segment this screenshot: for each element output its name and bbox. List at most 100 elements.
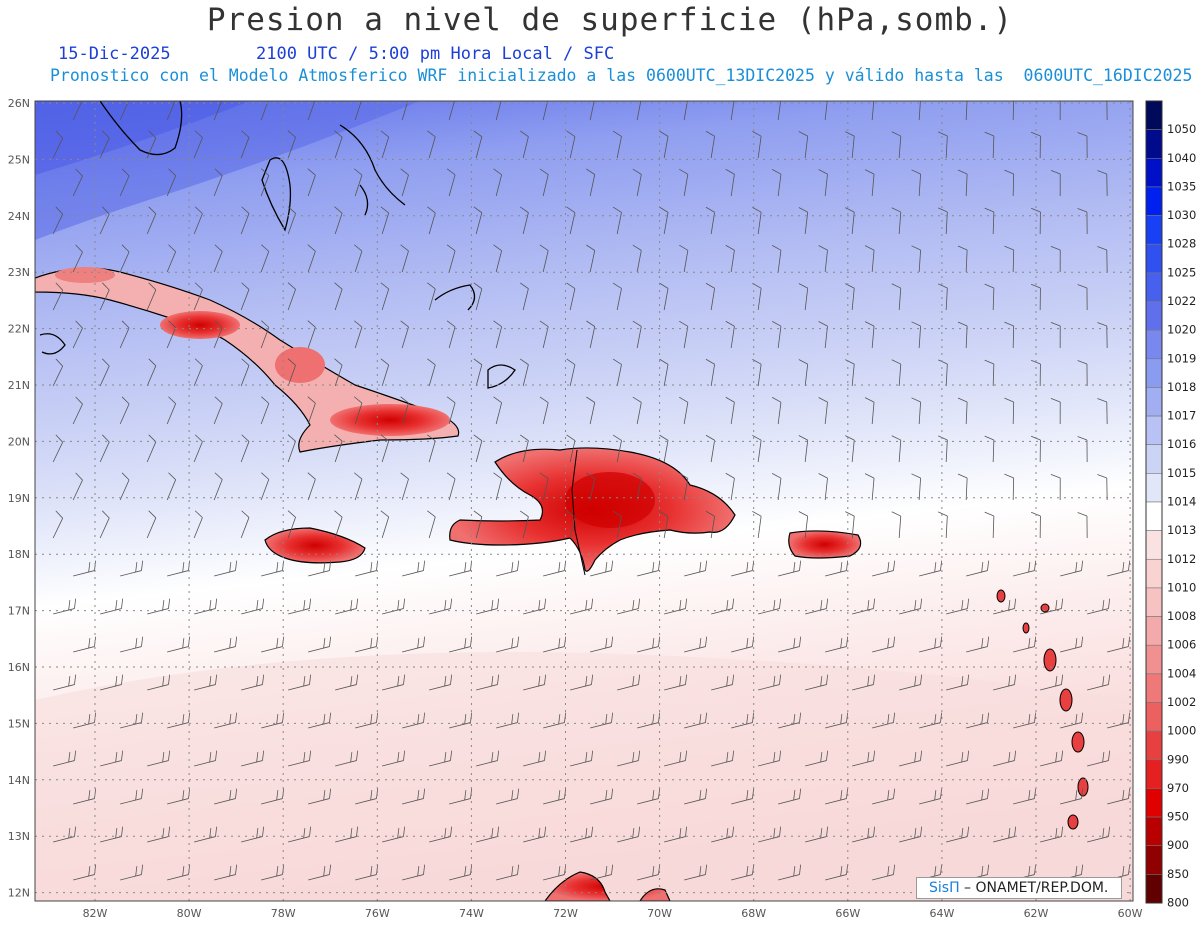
cuba-landmass [35,267,460,453]
colorbar-label: 950 [1167,810,1189,824]
lat-label: 23N [8,266,30,279]
lon-label: 72W [553,907,578,920]
colorbar-swatch [1145,157,1163,188]
lon-label: 74W [459,907,484,920]
colorbar-label: 800 [1167,896,1189,910]
colorbar-label: 990 [1167,752,1189,766]
lat-label: 12N [8,887,30,900]
colorbar-label: 1035 [1167,179,1196,193]
lat-label: 17N [8,605,30,618]
lon-label: 64W [929,907,954,920]
colorbar-swatch [1145,387,1163,417]
colorbar-swatch [1145,473,1163,503]
colorbar-label: 1018 [1167,380,1196,394]
lat-label: 16N [8,661,30,674]
colorbar-swatch [1145,215,1163,245]
lat-label: 25N [8,153,30,166]
colorbar-swatch [1145,730,1163,761]
colorbar-swatch [1145,301,1163,331]
colorbar-label: 1015 [1167,466,1196,480]
colorbar-swatch [1145,616,1163,646]
colorbar-label: 1020 [1167,323,1196,337]
forecast-time: 2100 UTC / 5:00 pm Hora Local / SFC [256,44,615,64]
map-field [35,101,1133,901]
longitude-axis: 82W 80W 78W 76W 74W 72W 70W 68W 66W 64W 62W 60W [83,907,1143,920]
colorbar-swatch [1145,243,1163,274]
colorbar-label: 1013 [1167,523,1196,537]
colorbar-swatch [1145,673,1163,703]
colorbar-label: 1006 [1167,638,1196,652]
lon-label: 62W [1024,907,1049,920]
lon-label: 78W [271,907,296,920]
colorbar-label: 1004 [1167,666,1196,680]
colorbar-label: 1016 [1167,437,1196,451]
latitude-axis: 26N 25N 24N 23N 22N 21N 20N 19N 18N 17N 16N 15N 14N 1… [8,97,30,900]
colorbar-swatch [1145,558,1163,589]
south-coast [544,871,671,901]
colorbar-swatch [1145,501,1163,531]
colorbar-swatch [1145,186,1163,216]
colorbar-label: 1012 [1167,552,1196,566]
colorbar-swatch [1145,129,1163,159]
lat-label: 18N [8,548,30,561]
colorbar-label: 900 [1167,838,1189,852]
credit-box: SisΠ – ONAMET/REP.DOM. [916,877,1122,899]
wind-barbs [52,101,1131,881]
map-frame [34,100,1134,902]
colorbar-swatch [1145,759,1163,789]
colorbar-swatch [1145,358,1163,388]
colorbar-swatch [1145,874,1163,904]
colorbar-swatch [1145,788,1163,818]
colorbar-label: 850 [1167,867,1189,881]
colorbar-swatch [1145,587,1163,617]
lat-label: 14N [8,774,30,787]
lat-label: 15N [8,717,30,730]
forecast-date: 15-Dic-2025 [58,44,171,64]
map-title: Presion a nivel de superficie (hPa,somb.… [206,2,1014,38]
colorbar-label: 1050 [1167,122,1196,136]
sispi-logo-text: SisΠ [929,880,960,896]
colorbar-label: 970 [1167,781,1189,795]
lon-label: 66W [835,907,860,920]
colorbar-label: 1030 [1167,208,1196,222]
lat-label: 20N [8,435,30,448]
colorbar-label: 1040 [1167,151,1196,165]
puerto-rico-landmass [788,530,862,559]
colorbar-swatch [1145,702,1163,732]
colorbar-swatch [1145,845,1163,875]
lon-label: 82W [83,907,108,920]
colorbar-label: 1008 [1167,609,1196,623]
colorbar: 1050 1040 1035 1030 1028 1025 1022 1020 1019 1018… [1145,100,1196,910]
lesser-antilles [996,589,1089,830]
colorbar-label: 1014 [1167,495,1196,509]
colorbar-swatch [1145,816,1163,847]
jamaica-landmass [264,527,366,564]
lat-label: 24N [8,210,30,223]
colorbar-label: 1025 [1167,265,1196,279]
lon-label: 80W [177,907,202,920]
colorbar-label: 1017 [1167,409,1196,423]
colorbar-swatch [1145,644,1163,675]
lon-label: 76W [365,907,390,920]
lat-lon-grid [35,101,1133,901]
forecast-note: Pronostico con el Modelo Atmosferico WRF… [50,66,1193,85]
lat-label: 26N [8,97,30,110]
colorbar-swatch [1145,415,1163,446]
lon-label: 60W [1118,907,1143,920]
colorbar-swatch [1145,530,1163,560]
lon-label: 70W [647,907,672,920]
lat-label: 13N [8,830,30,843]
bahamas-florida-outline [39,101,516,389]
lat-label: 22N [8,323,30,336]
hispaniola-landmass [449,447,736,576]
colorbar-label: 1022 [1167,294,1196,308]
credit-org: – ONAMET/REP.DOM. [959,880,1109,896]
colorbar-label: 1010 [1167,580,1196,594]
colorbar-label: 1028 [1167,237,1196,251]
colorbar-swatch [1145,329,1163,360]
colorbar-label: 1019 [1167,351,1196,365]
colorbar-swatch [1145,272,1163,302]
colorbar-swatch [1145,100,1163,130]
colorbar-swatch [1145,444,1163,474]
